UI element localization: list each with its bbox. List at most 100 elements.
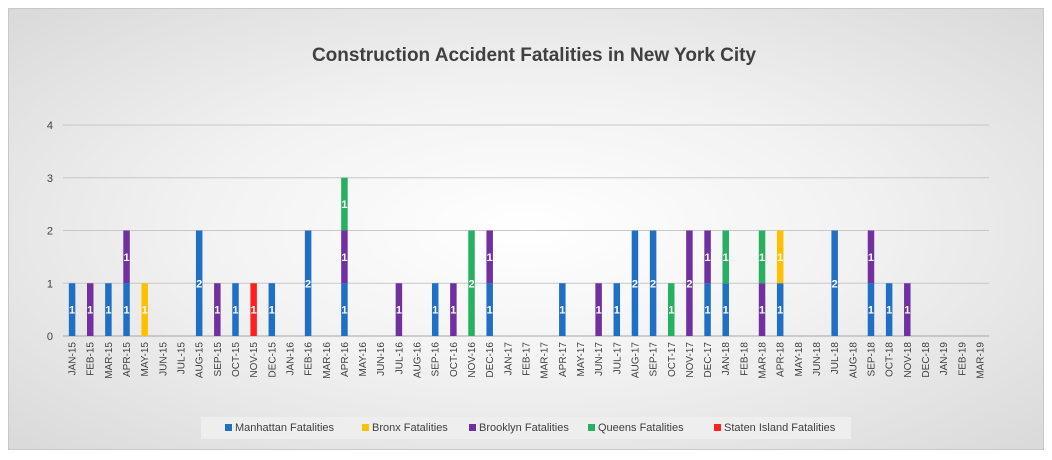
x-tick-label: JUN-18: [812, 342, 823, 376]
data-label: 1: [269, 305, 275, 317]
x-tick-label: JAN-18: [721, 342, 732, 376]
bar-segment: [776, 283, 784, 336]
x-tick-label: APR-15: [122, 342, 133, 377]
x-tick-label: NOV-17: [685, 342, 696, 378]
bar-segment: [304, 230, 312, 336]
x-tick-label: SEP-15: [213, 342, 224, 377]
bar-segment: [704, 283, 711, 336]
legend: Manhattan Fatalities Bronx Fatalities Broo…: [201, 417, 851, 439]
bar-segment: [486, 230, 493, 284]
data-label: 1: [341, 305, 347, 317]
legend-label: Staten Island Fatalities: [724, 422, 836, 434]
x-tick-label: MAY-16: [358, 342, 369, 377]
bar-segment: [232, 283, 239, 336]
x-tick-label: JUN-17: [594, 342, 605, 376]
bar-segment: [867, 283, 875, 336]
legend-swatch: [469, 424, 476, 431]
data-label: 1: [396, 305, 402, 317]
bar-segment: [885, 283, 893, 336]
x-tick-label: FEB-18: [739, 342, 750, 376]
bar-segment: [123, 230, 130, 284]
bar-segment: [450, 283, 457, 336]
legend-label: Queens Fatalities: [598, 422, 684, 434]
data-label: 1: [559, 305, 565, 317]
bar-segment: [867, 230, 875, 284]
x-tick-label: NOV-16: [467, 342, 478, 378]
x-tick-label: JUL-16: [394, 342, 405, 375]
data-label: 2: [196, 278, 202, 290]
x-tick-label: JAN-15: [68, 342, 79, 376]
data-label: 2: [650, 278, 656, 290]
x-tick-label: FEB-19: [957, 342, 968, 376]
data-label: 1: [705, 252, 711, 264]
data-label: 1: [759, 252, 765, 264]
chart-canvas: Construction Accident Fatalities in New …: [47, 45, 989, 439]
x-tick-label: DEC-16: [485, 342, 496, 378]
data-label: 1: [723, 252, 729, 264]
x-tick-label: NOV-18: [903, 342, 914, 378]
y-axis-ticks: 0 1 2 3 4: [47, 120, 53, 343]
bar-segment: [341, 177, 348, 231]
x-tick-label: FEB-17: [522, 342, 533, 376]
data-label: 1: [723, 305, 729, 317]
x-tick-label: APR-18: [776, 342, 787, 377]
bar-segment: [268, 283, 276, 336]
bar-segment: [722, 283, 729, 336]
x-tick-label: MAY-17: [576, 342, 587, 377]
bar-segment: [613, 283, 621, 336]
y-tick-label: 3: [47, 173, 53, 185]
x-tick-label: AUG-15: [195, 342, 206, 379]
bar-segment: [468, 230, 475, 336]
data-label: 1: [777, 252, 783, 264]
legend-label: Brooklyn Fatalities: [479, 422, 569, 434]
x-tick-label: OCT-18: [885, 342, 896, 377]
data-label: 1: [487, 305, 493, 317]
bar-segment: [758, 230, 766, 284]
bar-segment: [559, 283, 566, 336]
legend-label: Bronx Fatalities: [372, 422, 448, 434]
data-label: 1: [904, 305, 910, 317]
data-label: 2: [305, 278, 311, 290]
x-tick-label: MAY-18: [794, 342, 805, 377]
data-label: 1: [69, 305, 75, 317]
data-label: 1: [596, 305, 602, 317]
x-tick-label: NOV-15: [249, 342, 260, 378]
x-tick-label: SEP-16: [431, 342, 442, 377]
bar-segment: [831, 230, 838, 336]
data-label: 1: [705, 305, 711, 317]
x-tick-label: JUL-17: [612, 342, 623, 375]
bar-segment: [431, 283, 439, 336]
bar-segment: [250, 283, 257, 336]
data-label: 2: [468, 278, 474, 290]
bar-segment: [68, 283, 76, 336]
x-tick-label: MAR-18: [758, 342, 769, 379]
x-tick-label: SEP-18: [866, 342, 877, 377]
bar-segment: [341, 230, 348, 284]
legend-swatch: [225, 424, 232, 431]
bar-segment: [758, 283, 766, 336]
data-label: 1: [105, 305, 111, 317]
y-tick-label: 2: [47, 226, 53, 238]
x-tick-label: MAR-19: [975, 342, 986, 379]
legend-swatch: [588, 424, 595, 431]
bar-segment: [631, 230, 639, 336]
x-tick-label: JUN-15: [158, 342, 169, 376]
y-tick-label: 0: [47, 331, 53, 343]
data-label: 1: [341, 252, 347, 264]
x-tick-label: FEB-16: [304, 342, 315, 376]
data-label: 1: [87, 305, 93, 317]
x-tick-label: JUL-15: [177, 342, 188, 375]
x-tick-label: AUG-16: [413, 342, 424, 379]
data-label: 1: [759, 305, 765, 317]
chart-title: Construction Accident Fatalities in New …: [312, 45, 757, 66]
x-tick-label: MAY-15: [140, 342, 151, 377]
bar-segment: [86, 283, 94, 336]
x-tick-label: SEP-17: [649, 342, 660, 377]
bar-segment: [595, 283, 602, 336]
x-tick-label: FEB-15: [86, 342, 97, 376]
data-label: 2: [686, 278, 692, 290]
chart-area: Construction Accident Fatalities in New …: [8, 8, 1044, 450]
y-tick-label: 1: [47, 278, 53, 290]
bar-segment: [123, 283, 130, 336]
